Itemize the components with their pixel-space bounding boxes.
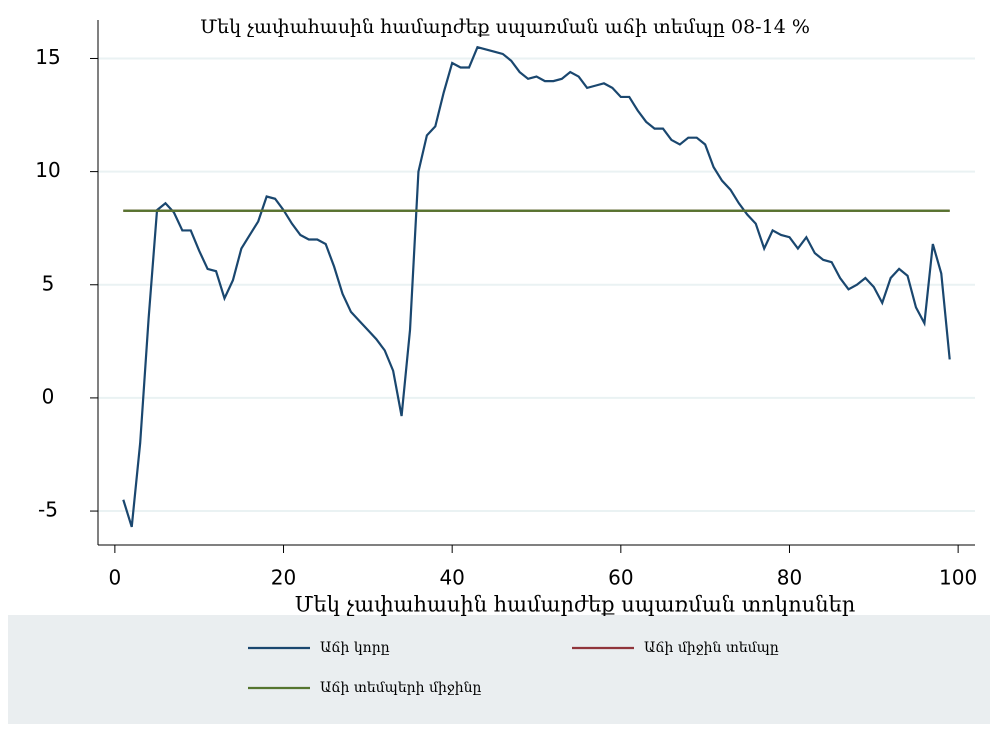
y-tick-label: 10	[35, 158, 60, 182]
legend-region	[8, 615, 990, 724]
y-tick-label: 15	[35, 45, 60, 69]
legend-label: Աճի միջին տեմպը	[644, 640, 779, 656]
x-tick-label: 20	[271, 566, 296, 590]
plot-region	[98, 20, 975, 545]
x-tick-label: 40	[439, 566, 464, 590]
y-tick-label: -5	[38, 498, 58, 522]
x-tick-label: 0	[108, 566, 121, 590]
chart-title: Մեկ չափահասին համարժեք սպառման աճի տեմպը…	[200, 16, 810, 38]
x-tick-label: 100	[939, 566, 977, 590]
series-line	[122, 45, 951, 528]
x-axis-label: Մեկ չափահասին համարժեք սպառման տոկոսներ	[295, 593, 856, 617]
x-tick-label: 60	[608, 566, 633, 590]
y-tick-label: 0	[42, 384, 55, 408]
y-tick-label: 5	[42, 271, 55, 295]
legend-label: Աճի կորը	[320, 640, 390, 656]
legend-label: Աճի տեմպերի միջինը	[320, 680, 482, 696]
x-tick-label: 80	[777, 566, 802, 590]
